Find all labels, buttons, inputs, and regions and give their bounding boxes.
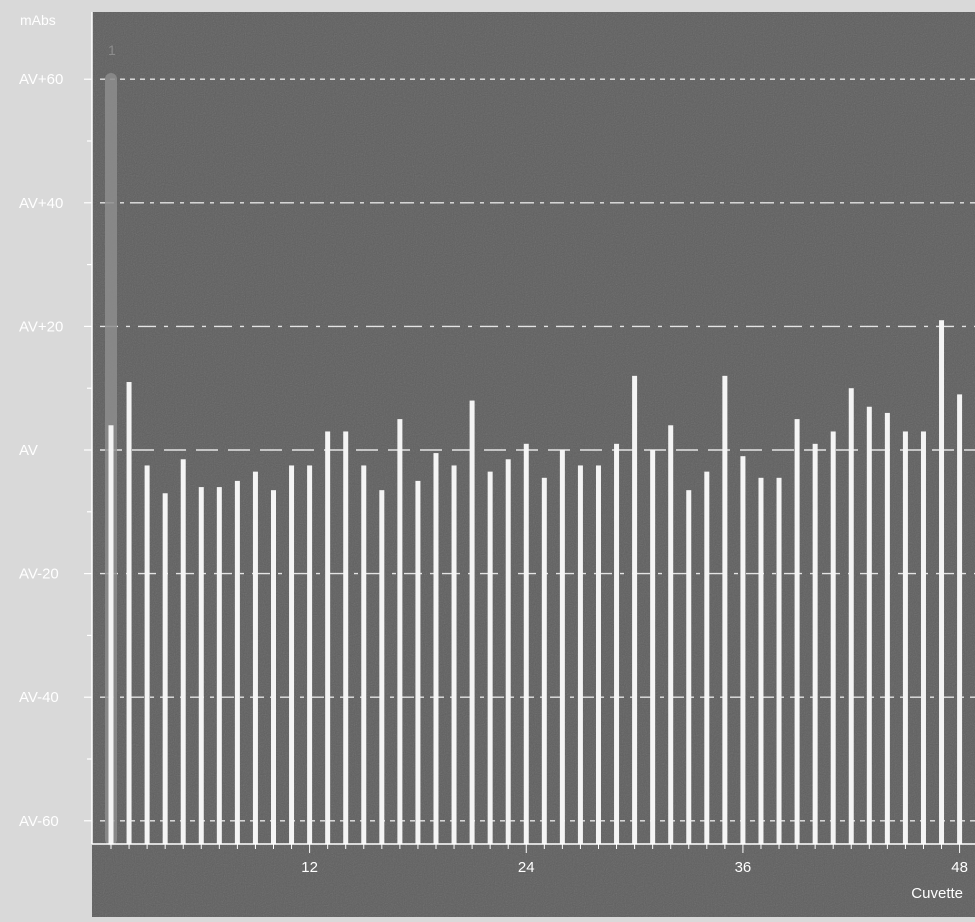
y-axis-title: mAbs: [20, 12, 56, 28]
y-tick-label: AV-60: [19, 813, 59, 830]
bar-cuvette-6: [198, 487, 204, 844]
y-tick-label: AV-20: [19, 566, 59, 583]
bar-cuvette-32: [668, 425, 674, 844]
bar-cuvette-45: [902, 431, 908, 844]
bar-cuvette-8: [234, 480, 240, 844]
bar-cuvette-21: [469, 400, 475, 844]
bar-cuvette-46: [920, 431, 926, 844]
bar-cuvette-40: [812, 443, 818, 844]
y-tick-label: AV+60: [19, 71, 63, 88]
bar-cuvette-24: [523, 443, 529, 844]
bar-cuvette-44: [884, 412, 890, 844]
bar-cuvette-43: [866, 406, 872, 844]
bar-cuvette-38: [776, 477, 782, 844]
bar-cuvette-23: [505, 459, 511, 844]
bar-cuvette-39: [794, 419, 800, 844]
x-axis-title: Cuvette: [911, 885, 963, 902]
bar-cuvette-10: [270, 490, 276, 844]
x-tick-label: 36: [735, 859, 752, 876]
bar-cuvette-36: [740, 456, 746, 844]
bar-cuvette-4: [162, 493, 168, 844]
axes: [84, 12, 975, 853]
bar-cuvette-11: [289, 465, 295, 844]
bar-cuvette-41: [830, 431, 836, 844]
axis-labels: mAbs Cuvette 1 AV+60 AV+40 AV+20 AV AV-20 AV-…: [19, 12, 968, 902]
bar-cuvette-37: [758, 477, 764, 844]
bar-cuvette-16: [379, 490, 385, 844]
y-tick-label: AV+40: [19, 195, 63, 212]
bar-cuvette-29: [614, 443, 620, 844]
x-tick-label: 24: [518, 859, 535, 876]
bar-cuvette-27: [577, 465, 583, 844]
bar-cuvette-42: [848, 388, 854, 844]
bar-cuvette-12: [307, 465, 313, 844]
bar-cuvette-28: [595, 465, 601, 844]
bars: [105, 73, 963, 846]
bar-cuvette-7: [216, 487, 222, 844]
bar-cuvette-15: [361, 465, 367, 844]
bar-cuvette-5: [180, 459, 186, 844]
y-tick-label: AV: [19, 442, 38, 459]
bar-cuvette-25: [541, 477, 547, 844]
bar-cuvette-1: [108, 425, 114, 844]
bar-cuvette-20: [451, 465, 457, 844]
bar-cuvette-31: [650, 450, 656, 844]
bar-cuvette-26: [559, 450, 565, 844]
bar-cuvette-17: [397, 419, 403, 844]
grid-lines: [100, 78, 975, 822]
bar-cuvette-13: [325, 431, 331, 844]
bar-cuvette-22: [487, 471, 493, 844]
bar-cuvette-48: [957, 394, 963, 844]
bar-cuvette-2: [126, 382, 132, 844]
bar-cuvette-33: [686, 490, 692, 844]
x-tick-label: 48: [951, 859, 968, 876]
bar-cuvette-14: [343, 431, 349, 844]
bar-cuvette-19: [433, 453, 439, 844]
bar-cuvette-18: [415, 480, 421, 844]
bar-cuvette-47: [939, 320, 945, 845]
highlight-label: 1: [108, 42, 116, 58]
y-tick-label: AV-40: [19, 689, 59, 706]
plot-background: [92, 12, 975, 917]
y-tick-label: AV+20: [19, 318, 63, 335]
bar-cuvette-30: [632, 375, 638, 844]
bar-cuvette-9: [252, 471, 258, 844]
bar-cuvette-35: [722, 375, 728, 844]
bar-cuvette-34: [704, 471, 710, 844]
bar-cuvette-3: [144, 465, 150, 844]
x-tick-label: 12: [301, 859, 318, 876]
